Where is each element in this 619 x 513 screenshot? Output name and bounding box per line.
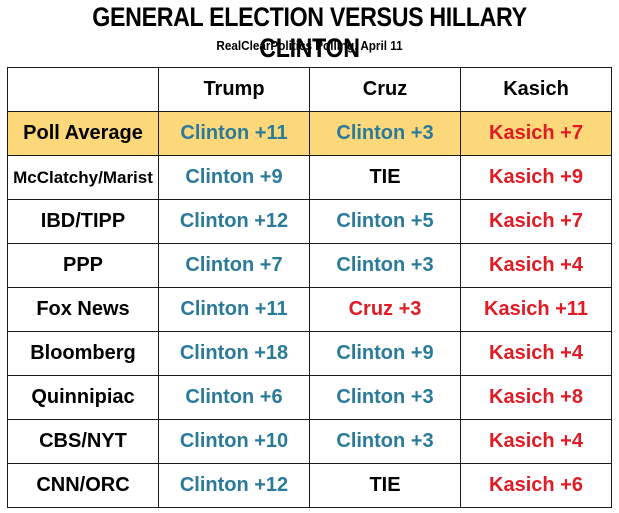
header-blank xyxy=(7,67,159,112)
poll-name-cell: McClatchy/Marist xyxy=(7,155,159,200)
table-row: Fox News Clinton +11 Cruz +3 Kasich +11 xyxy=(7,287,612,332)
poll-name-cell: CBS/NYT xyxy=(7,419,159,464)
table-row: PPP Clinton +7 Clinton +3 Kasich +4 xyxy=(7,243,612,288)
result-cell: Kasich +4 xyxy=(460,331,612,376)
table-row: IBD/TIPP Clinton +12 Clinton +5 Kasich +7 xyxy=(7,199,612,244)
result-cell: TIE xyxy=(309,463,461,508)
result-cell: Kasich +11 xyxy=(460,287,612,332)
table-row: McClatchy/Marist Clinton +9 TIE Kasich +9 xyxy=(7,155,612,200)
result-cell: Clinton +9 xyxy=(309,331,461,376)
header-trump: Trump xyxy=(158,67,310,112)
result-cell: Clinton +18 xyxy=(158,331,310,376)
table-body: Poll Average Clinton +11 Clinton +3 Kasich … xyxy=(7,111,612,508)
header-kasich: Kasich xyxy=(460,67,612,112)
result-cell: Clinton +12 xyxy=(158,199,310,244)
poll-name-cell: IBD/TIPP xyxy=(7,199,159,244)
table-row: CNN/ORC Clinton +12 TIE Kasich +6 xyxy=(7,463,612,508)
result-cell: Clinton +11 xyxy=(158,287,310,332)
poll-name-cell: PPP xyxy=(7,243,159,288)
result-cell: TIE xyxy=(309,155,461,200)
table-row: Quinnipiac Clinton +6 Clinton +3 Kasich +8 xyxy=(7,375,612,420)
table-row: Bloomberg Clinton +18 Clinton +9 Kasich +4 xyxy=(7,331,612,376)
result-cell: Clinton +6 xyxy=(158,375,310,420)
result-cell: Kasich +8 xyxy=(460,375,612,420)
result-cell: Clinton +7 xyxy=(158,243,310,288)
header-row: Trump Cruz Kasich xyxy=(7,67,612,112)
chart-subtitle: RealClearPolitics Polling, April 11 xyxy=(216,38,403,53)
result-cell: Kasich +7 xyxy=(460,199,612,244)
chart-title: GENERAL ELECTION VERSUS HILLARY CLINTON xyxy=(92,2,527,63)
result-cell: Clinton +3 xyxy=(309,375,461,420)
result-cell: Clinton +3 xyxy=(309,111,461,156)
result-cell: Kasich +9 xyxy=(460,155,612,200)
table-row: Poll Average Clinton +11 Clinton +3 Kasich … xyxy=(7,111,612,156)
poll-name-cell: Poll Average xyxy=(7,111,159,156)
result-cell: Cruz +3 xyxy=(309,287,461,332)
polling-table: Trump Cruz Kasich Poll Average Clinton +1… xyxy=(7,67,612,508)
poll-name-cell: Fox News xyxy=(7,287,159,332)
result-cell: Kasich +6 xyxy=(460,463,612,508)
result-cell: Clinton +9 xyxy=(158,155,310,200)
poll-name-cell: Bloomberg xyxy=(7,331,159,376)
result-cell: Kasich +4 xyxy=(460,419,612,464)
header-cruz: Cruz xyxy=(309,67,461,112)
result-cell: Clinton +11 xyxy=(158,111,310,156)
result-cell: Clinton +3 xyxy=(309,419,461,464)
result-cell: Clinton +3 xyxy=(309,243,461,288)
poll-name-cell: CNN/ORC xyxy=(7,463,159,508)
result-cell: Kasich +4 xyxy=(460,243,612,288)
result-cell: Kasich +7 xyxy=(460,111,612,156)
result-cell: Clinton +10 xyxy=(158,419,310,464)
table-row: CBS/NYT Clinton +10 Clinton +3 Kasich +4 xyxy=(7,419,612,464)
result-cell: Clinton +5 xyxy=(309,199,461,244)
poll-name-cell: Quinnipiac xyxy=(7,375,159,420)
result-cell: Clinton +12 xyxy=(158,463,310,508)
